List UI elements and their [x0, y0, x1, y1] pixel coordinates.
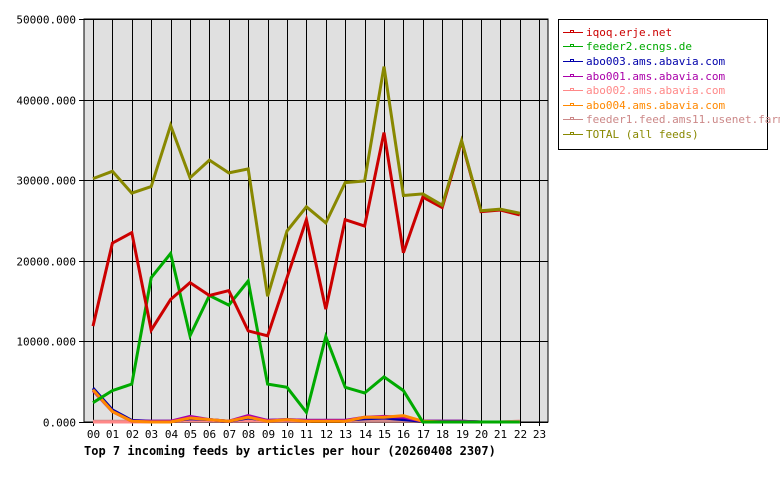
svg-text:12: 12: [320, 428, 333, 441]
svg-text:13: 13: [339, 428, 352, 441]
legend-line-icon: [563, 85, 583, 96]
legend-label: abo003.ams.abavia.com: [586, 54, 726, 68]
svg-text:11: 11: [300, 428, 313, 441]
legend-label: iqoq.erje.net: [586, 25, 673, 39]
legend-label: feeder1.feed.ams11.usenet.farm: [586, 113, 780, 127]
svg-text:10000.000: 10000.000: [16, 336, 76, 349]
svg-text:19: 19: [456, 428, 469, 441]
legend-line-icon: [563, 56, 583, 67]
svg-text:23: 23: [533, 428, 546, 441]
svg-text:01: 01: [106, 428, 119, 441]
svg-text:02: 02: [126, 428, 139, 441]
legend-label: abo001.ams.abavia.com: [586, 69, 726, 83]
svg-text:05: 05: [184, 428, 197, 441]
legend-item: abo004.ams.abavia.com: [563, 98, 767, 113]
legend-item: iqoq.erje.net: [563, 25, 767, 40]
svg-text:15: 15: [378, 428, 391, 441]
legend-line-icon: [563, 129, 583, 140]
svg-text:20: 20: [475, 428, 488, 441]
legend-item: feeder1.feed.ams11.usenet.farm: [563, 113, 780, 128]
series-lines: [91, 66, 521, 424]
legend-item: TOTAL (all feeds): [563, 127, 767, 142]
legend-item: abo002.ams.abavia.com: [563, 83, 767, 98]
x-axis: 00 01 02 03 04 05 06 07 08 09 10 11 12 13 14 15 16 17 18 19…: [87, 422, 546, 441]
legend-line-icon: [563, 71, 583, 82]
svg-text:18: 18: [436, 428, 449, 441]
svg-text:03: 03: [145, 428, 158, 441]
y-axis: 0.000 10000.000 20000.000 30000.000 40000.00…: [16, 14, 76, 430]
chart-legend: iqoq.erje.net feeder2.ecngs.de abo003.am…: [558, 19, 780, 150]
legend-item: abo001.ams.abavia.com: [563, 69, 767, 84]
svg-text:0.000: 0.000: [43, 417, 76, 430]
svg-text:14: 14: [359, 428, 373, 441]
legend-line-icon: [563, 100, 583, 111]
legend-label: TOTAL (all feeds): [586, 127, 699, 141]
svg-text:00: 00: [87, 428, 100, 441]
svg-text:17: 17: [417, 428, 430, 441]
svg-text:40000.000: 40000.000: [16, 95, 76, 108]
svg-text:04: 04: [165, 428, 179, 441]
legend-item: abo003.ams.abavia.com: [563, 54, 767, 69]
legend-label: abo004.ams.abavia.com: [586, 98, 726, 112]
legend-item: feeder2.ecngs.de: [563, 40, 767, 55]
svg-text:10: 10: [281, 428, 294, 441]
legend-line-icon: [563, 27, 583, 38]
plot-area: [79, 18, 549, 423]
svg-text:21: 21: [494, 428, 507, 441]
svg-text:08: 08: [242, 428, 255, 441]
svg-text:06: 06: [203, 428, 216, 441]
legend-line-icon: [563, 114, 583, 125]
svg-text:30000.000: 30000.000: [16, 175, 76, 188]
svg-text:07: 07: [223, 428, 236, 441]
legend-line-icon: [563, 41, 583, 52]
chart-title: Top 7 incoming feeds by articles per hou…: [84, 444, 496, 458]
svg-text:20000.000: 20000.000: [16, 256, 76, 269]
svg-text:22: 22: [514, 428, 527, 441]
svg-text:09: 09: [262, 428, 275, 441]
legend-label: abo002.ams.abavia.com: [586, 84, 726, 98]
legend-label: feeder2.ecngs.de: [586, 40, 692, 54]
svg-text:16: 16: [397, 428, 410, 441]
svg-text:50000.000: 50000.000: [16, 14, 76, 27]
